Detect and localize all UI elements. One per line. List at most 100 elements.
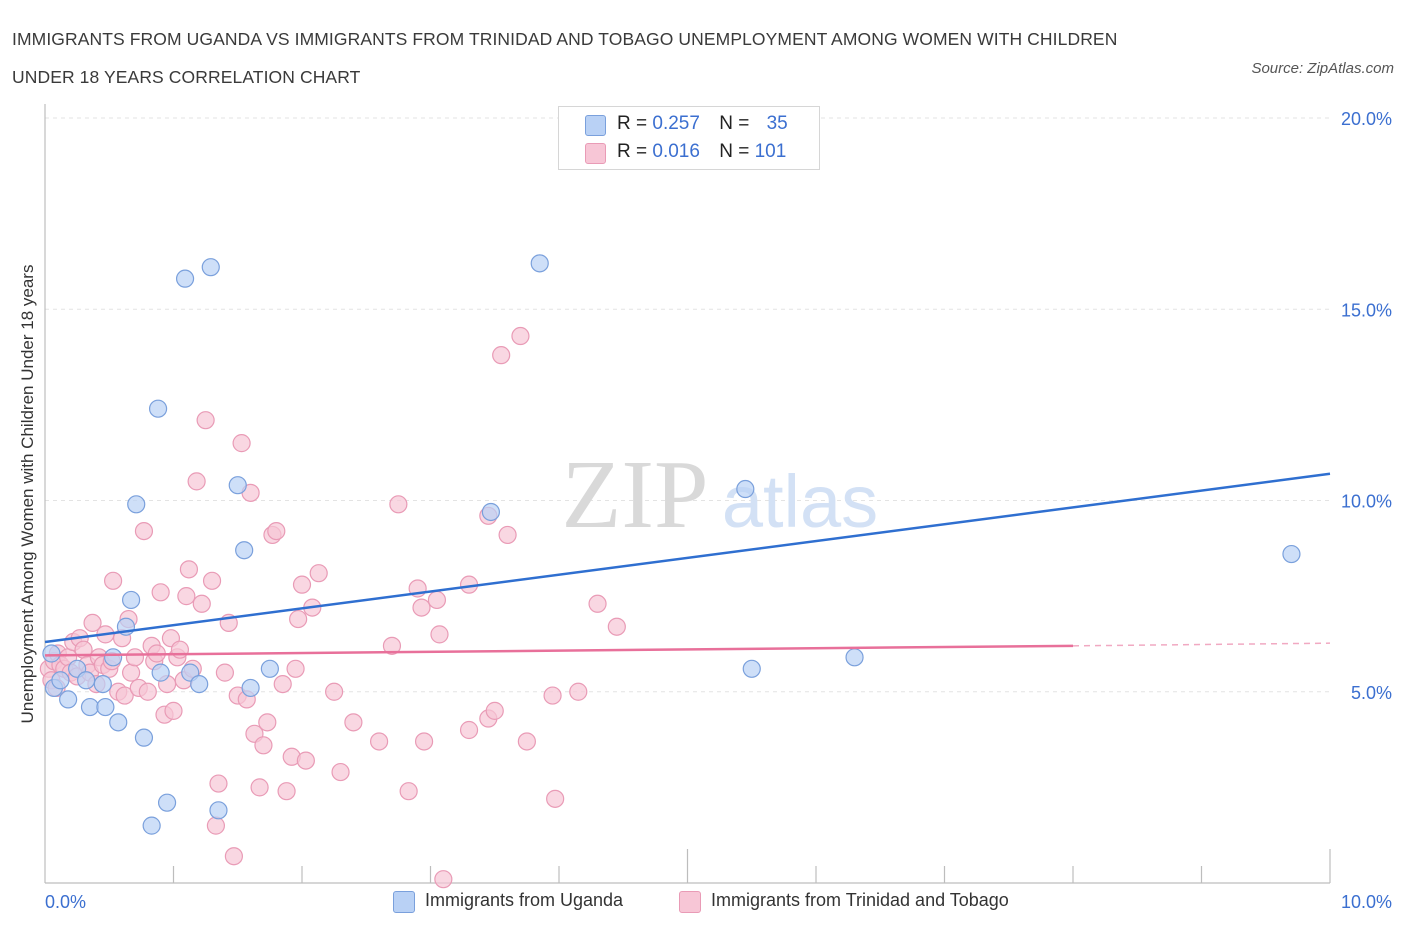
trinidad-point-94 — [511, 326, 530, 346]
y-tick-label-20: 20.0% — [1341, 109, 1392, 129]
uganda-trend-line — [44, 472, 1331, 644]
trinidad-point-52 — [215, 663, 234, 682]
trinidad-point-68 — [286, 659, 305, 678]
uganda-r-label: R = — [617, 113, 653, 134]
trinidad-point-60 — [250, 778, 269, 797]
trinidad-point-78 — [382, 636, 402, 655]
uganda-point-6 — [80, 697, 100, 717]
uganda-point-12 — [121, 590, 141, 610]
uganda-series — [42, 254, 1301, 835]
trinidad-point-80 — [399, 782, 418, 801]
legend-uganda-swatch — [393, 891, 415, 913]
uganda-point-14 — [134, 728, 154, 747]
x-tick-label-max: 10.0% — [1341, 892, 1392, 912]
uganda-point-25 — [235, 541, 254, 560]
trinidad-point-92 — [498, 525, 517, 545]
uganda-point-15 — [142, 816, 161, 835]
trinidad-point-47 — [192, 594, 211, 613]
uganda-point-32 — [845, 648, 864, 667]
trinidad-point-46 — [187, 472, 206, 491]
trinidad-trend-extension — [1072, 642, 1331, 647]
uganda-point-26 — [241, 678, 260, 698]
trinidad-point-27 — [121, 663, 141, 682]
trinidad-point-61 — [254, 736, 273, 755]
uganda-point-28 — [481, 502, 500, 522]
trinidad-point-86 — [434, 870, 453, 889]
trinidad-point-41 — [170, 640, 190, 659]
trinidad-point-95 — [517, 732, 536, 751]
watermark-atlas: atlas — [722, 460, 878, 543]
trinidad-point-51 — [209, 774, 228, 793]
uganda-point-24 — [228, 476, 247, 495]
uganda-point-9 — [104, 648, 123, 667]
uganda-swatch — [585, 115, 606, 136]
trinidad-point-62 — [258, 713, 277, 732]
trinidad-point-35 — [151, 583, 170, 602]
trinidad-point-97 — [546, 789, 565, 808]
trinidad-point-56 — [232, 434, 251, 453]
trinidad-point-22 — [104, 571, 123, 590]
uganda-point-33 — [1282, 544, 1301, 564]
watermark: ZIP atlas — [562, 441, 879, 549]
trinidad-point-88 — [459, 720, 479, 740]
trinidad-point-100 — [607, 617, 626, 636]
uganda-point-31 — [742, 659, 761, 678]
uganda-point-5 — [77, 671, 96, 690]
trinidad-point-73 — [309, 564, 328, 583]
trend-lines — [44, 472, 1331, 657]
uganda-point-8 — [96, 697, 115, 717]
trinidad-point-71 — [296, 751, 315, 770]
correlation-legend: R = 0.257 N = 35 R = 0.016 N = 101 — [558, 106, 820, 170]
trinidad-point-50 — [206, 816, 226, 835]
trinidad-point-25 — [115, 686, 134, 705]
uganda-point-3 — [59, 690, 78, 709]
uganda-point-18 — [157, 793, 177, 812]
trinidad-point-79 — [389, 495, 408, 514]
trinidad-point-64 — [267, 521, 286, 541]
trinidad-point-76 — [344, 713, 363, 732]
watermark-zip: ZIP — [562, 441, 709, 549]
y-tick-label-10: 10.0% — [1341, 492, 1392, 512]
trinidad-point-85 — [430, 625, 449, 644]
trinidad-n-value: 101 — [754, 141, 787, 162]
trinidad-point-54 — [224, 847, 243, 866]
trinidad-swatch — [585, 143, 606, 164]
legend-uganda-label: Immigrants from Uganda — [425, 890, 624, 910]
trinidad-point-90 — [485, 701, 504, 720]
trinidad-trend-line — [44, 644, 1074, 657]
uganda-point-22 — [201, 258, 220, 277]
uganda-point-13 — [127, 495, 146, 514]
trinidad-point-43 — [179, 560, 199, 579]
uganda-point-2 — [51, 671, 70, 690]
uganda-point-10 — [109, 713, 128, 732]
legend-trinidad-swatch — [679, 891, 701, 913]
axes — [44, 104, 1331, 884]
trinidad-point-39 — [164, 701, 183, 720]
trinidad-point-93 — [492, 346, 511, 365]
uganda-n-value: 35 — [766, 113, 788, 134]
trinidad-n-label: N = — [719, 141, 755, 162]
trinidad-point-70 — [292, 575, 312, 594]
trinidad-point-48 — [196, 411, 215, 430]
trinidad-point-69 — [289, 609, 308, 629]
trinidad-point-83 — [414, 732, 434, 751]
uganda-point-19 — [175, 269, 195, 288]
uganda-point-21 — [190, 674, 209, 694]
trinidad-point-96 — [543, 686, 562, 705]
uganda-r-value: 0.257 — [652, 113, 700, 134]
grid-lines — [45, 117, 1330, 693]
trinidad-point-31 — [138, 682, 157, 701]
uganda-point-17 — [151, 663, 170, 682]
chart-title-line-2: UNDER 18 YEARS CORRELATION CHART — [12, 67, 361, 87]
trinidad-point-82 — [412, 598, 431, 617]
trinidad-point-77 — [370, 732, 389, 751]
uganda-n-label: N = — [719, 113, 755, 134]
uganda-point-30 — [736, 479, 755, 499]
uganda-point-0 — [42, 644, 61, 663]
trinidad-point-66 — [277, 782, 296, 801]
uganda-point-7 — [93, 674, 112, 694]
chart-title-line-1: IMMIGRANTS FROM UGANDA VS IMMIGRANTS FRO… — [12, 29, 1118, 49]
trinidad-point-99 — [588, 594, 607, 613]
uganda-point-16 — [148, 399, 168, 418]
